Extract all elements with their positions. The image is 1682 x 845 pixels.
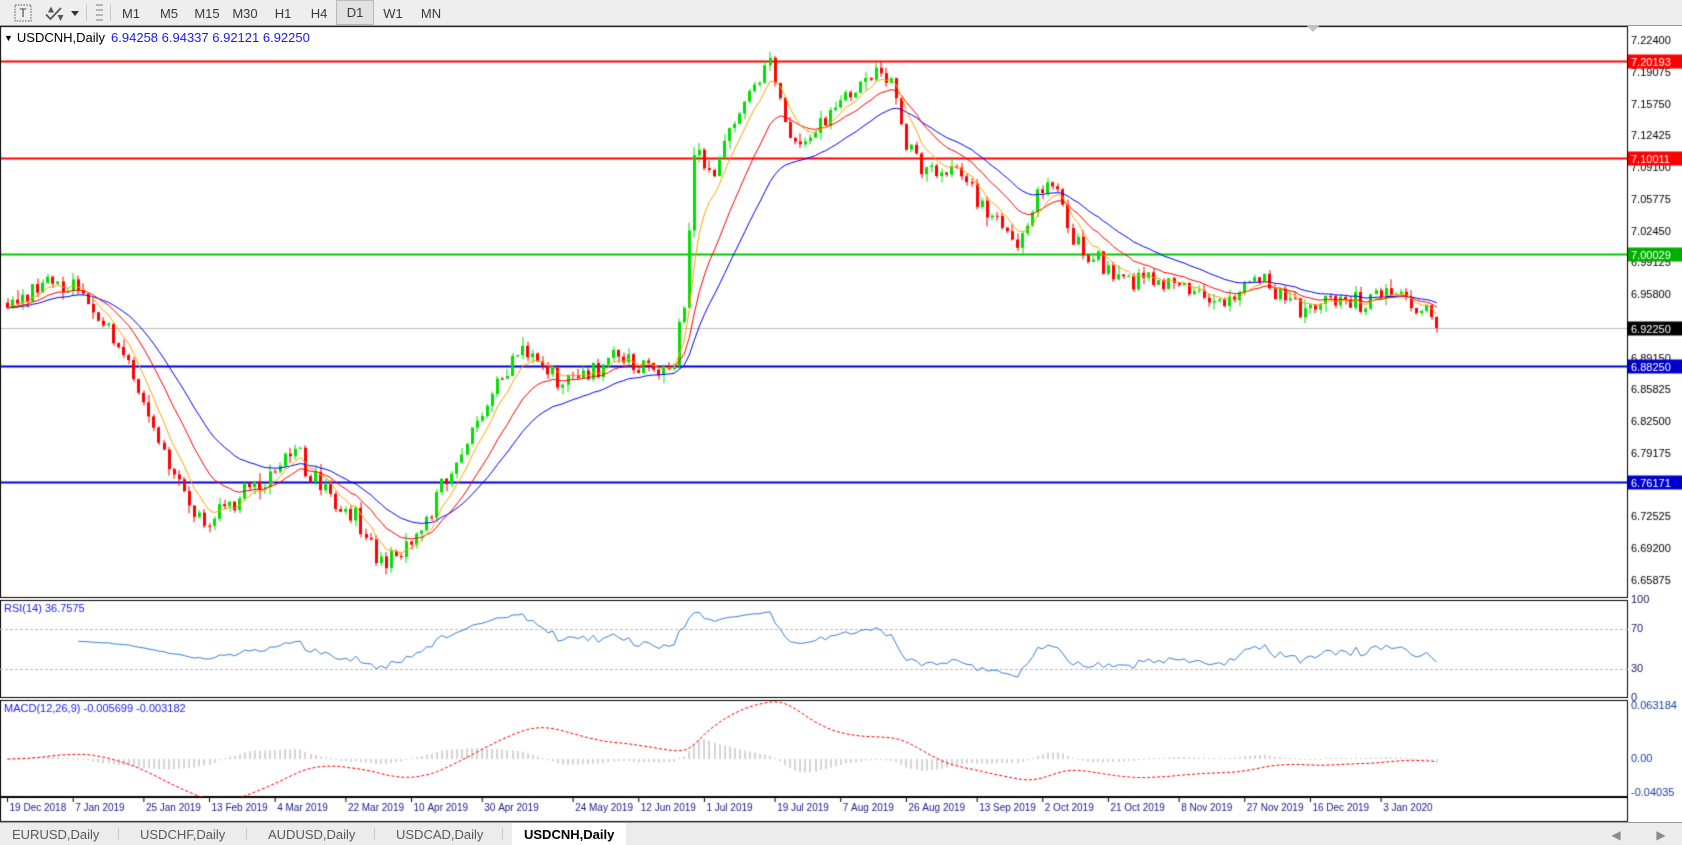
svg-text:T: T: [19, 6, 27, 20]
